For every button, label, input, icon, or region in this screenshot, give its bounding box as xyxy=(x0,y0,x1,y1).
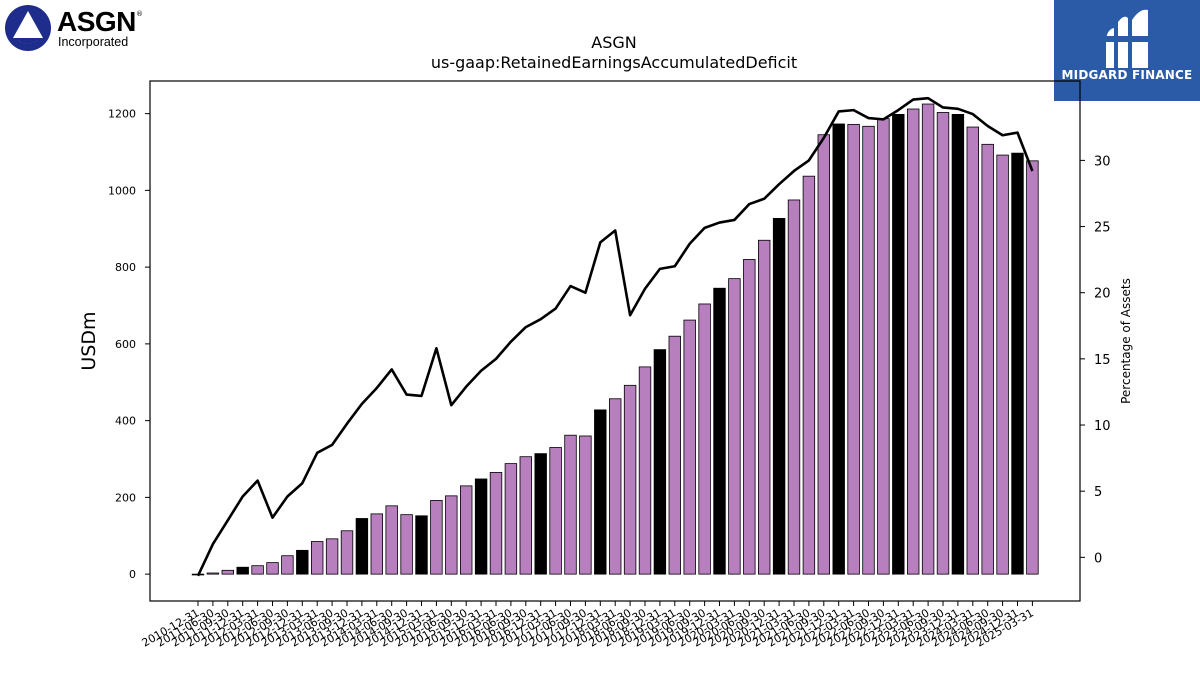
bar-2017-09-30 xyxy=(579,435,592,575)
bar-2023-03-31 xyxy=(907,108,920,575)
bar-2012-06-30 xyxy=(266,562,279,575)
bar-2019-09-30 xyxy=(698,303,711,575)
bar-2020-06-30 xyxy=(743,259,756,575)
bar-2013-09-30 xyxy=(340,530,354,575)
bar-2015-03-31 xyxy=(430,500,443,575)
bar-2024-09-30 xyxy=(996,154,1009,575)
bar-2014-12-31 xyxy=(415,515,428,575)
bar-2011-09-30 xyxy=(221,569,235,575)
bar-2021-06-30 xyxy=(802,175,816,575)
y2-tick-label-15: 15 xyxy=(1094,353,1111,368)
midgard-finance-logo-mark xyxy=(1106,9,1148,68)
bar-2015-09-30 xyxy=(459,485,473,575)
bar-2024-12-31 xyxy=(1011,152,1024,575)
y-tick-label-200: 200 xyxy=(115,491,136,504)
bar-2022-09-30 xyxy=(877,118,890,575)
bar-2016-12-31 xyxy=(534,453,547,575)
bar-series xyxy=(191,103,1039,576)
y2-tick-label-0: 0 xyxy=(1094,551,1102,566)
y-tick-label-1200: 1200 xyxy=(108,108,136,121)
bar-2016-06-30 xyxy=(504,463,518,575)
bar-2015-06-30 xyxy=(445,495,458,575)
bar-2023-12-31 xyxy=(951,113,965,575)
bar-2013-06-30 xyxy=(325,538,339,575)
bar-2020-12-31 xyxy=(772,217,786,575)
y2-tick-label-25: 25 xyxy=(1094,221,1111,236)
bar-2017-03-31 xyxy=(549,447,562,575)
midgard-finance-logo: MIDGARD FINANCE xyxy=(1054,0,1200,101)
bar-2014-09-30 xyxy=(400,514,413,575)
bar-2023-06-30 xyxy=(921,103,935,575)
bar-2012-12-31 xyxy=(296,549,309,575)
bar-2021-03-31 xyxy=(787,199,801,575)
y2-axis-label: Percentage of Assets xyxy=(1119,278,1133,404)
line-series xyxy=(196,96,1034,577)
y2-tick-label-20: 20 xyxy=(1094,287,1111,302)
bar-2013-03-31 xyxy=(310,541,324,575)
asgn-logo-registered: ® xyxy=(136,10,143,18)
bar-2020-09-30 xyxy=(758,239,771,575)
bar-2017-12-31 xyxy=(594,409,607,575)
y-tick-label-0: 0 xyxy=(129,568,136,581)
bar-2017-06-30 xyxy=(564,434,577,575)
bar-2016-03-31 xyxy=(489,472,503,575)
bar-2013-12-31 xyxy=(355,518,369,575)
bar-2014-03-31 xyxy=(370,513,384,575)
bar-2022-06-30 xyxy=(862,125,875,575)
y-tick-label-1000: 1000 xyxy=(108,184,136,197)
bar-2021-12-31 xyxy=(832,123,845,575)
chart-title: ASGN xyxy=(591,33,636,52)
y2-tick-label-5: 5 xyxy=(1094,485,1102,500)
bar-2018-03-31 xyxy=(609,398,622,575)
asgn-logo-mark xyxy=(5,5,51,51)
bar-2020-03-31 xyxy=(728,278,741,575)
bar-2021-09-30 xyxy=(817,134,831,575)
bar-2018-09-30 xyxy=(638,366,652,575)
bar-2016-09-30 xyxy=(519,456,533,575)
y-tick-label-800: 800 xyxy=(115,261,136,274)
y-axis-right: 0 5 10 15 20 25 30 xyxy=(1080,154,1111,566)
y2-tick-label-10: 10 xyxy=(1094,419,1111,434)
bar-2019-03-31 xyxy=(668,335,682,575)
midgard-finance-logo-name: MIDGARD FINANCE xyxy=(1061,68,1193,82)
chart-subtitle: us-gaap:RetainedEarningsAccumulatedDefic… xyxy=(431,53,797,72)
bar-2024-06-30 xyxy=(981,143,994,575)
bar-2018-12-31 xyxy=(653,349,667,575)
bar-2011-06-30 xyxy=(206,572,220,575)
bar-2023-09-30 xyxy=(936,112,950,575)
asgn-logo-name: ASGN xyxy=(57,6,136,37)
y-axis-label: USDm xyxy=(78,311,100,370)
bar-2015-12-31 xyxy=(474,478,488,575)
bar-2012-09-30 xyxy=(281,555,294,575)
y-axis-left: 0 200 400 600 800 1000 1200 xyxy=(108,108,150,581)
bar-2022-03-31 xyxy=(847,123,860,575)
bar-2012-03-31 xyxy=(251,565,264,575)
x-axis: 2010-12-312011-06-302011-09-302011-12-31… xyxy=(140,601,1036,650)
bar-2011-12-31 xyxy=(236,566,249,575)
bar-2025-03-31 xyxy=(1026,160,1039,575)
asgn-logo-subtitle: Incorporated xyxy=(58,35,129,49)
percentage-of-assets-line xyxy=(196,96,1034,577)
bar-2014-06-30 xyxy=(385,505,398,575)
y2-tick-label-30: 30 xyxy=(1094,154,1111,169)
bar-2019-12-31 xyxy=(713,287,726,575)
asgn-logo: ASGN ® Incorporated xyxy=(4,4,144,54)
bar-2019-06-30 xyxy=(683,319,696,575)
bar-2024-03-31 xyxy=(966,126,980,575)
y-tick-label-400: 400 xyxy=(115,415,136,428)
bar-2018-06-30 xyxy=(623,384,637,575)
y-tick-label-600: 600 xyxy=(115,338,136,351)
bar-2022-12-31 xyxy=(892,113,905,575)
